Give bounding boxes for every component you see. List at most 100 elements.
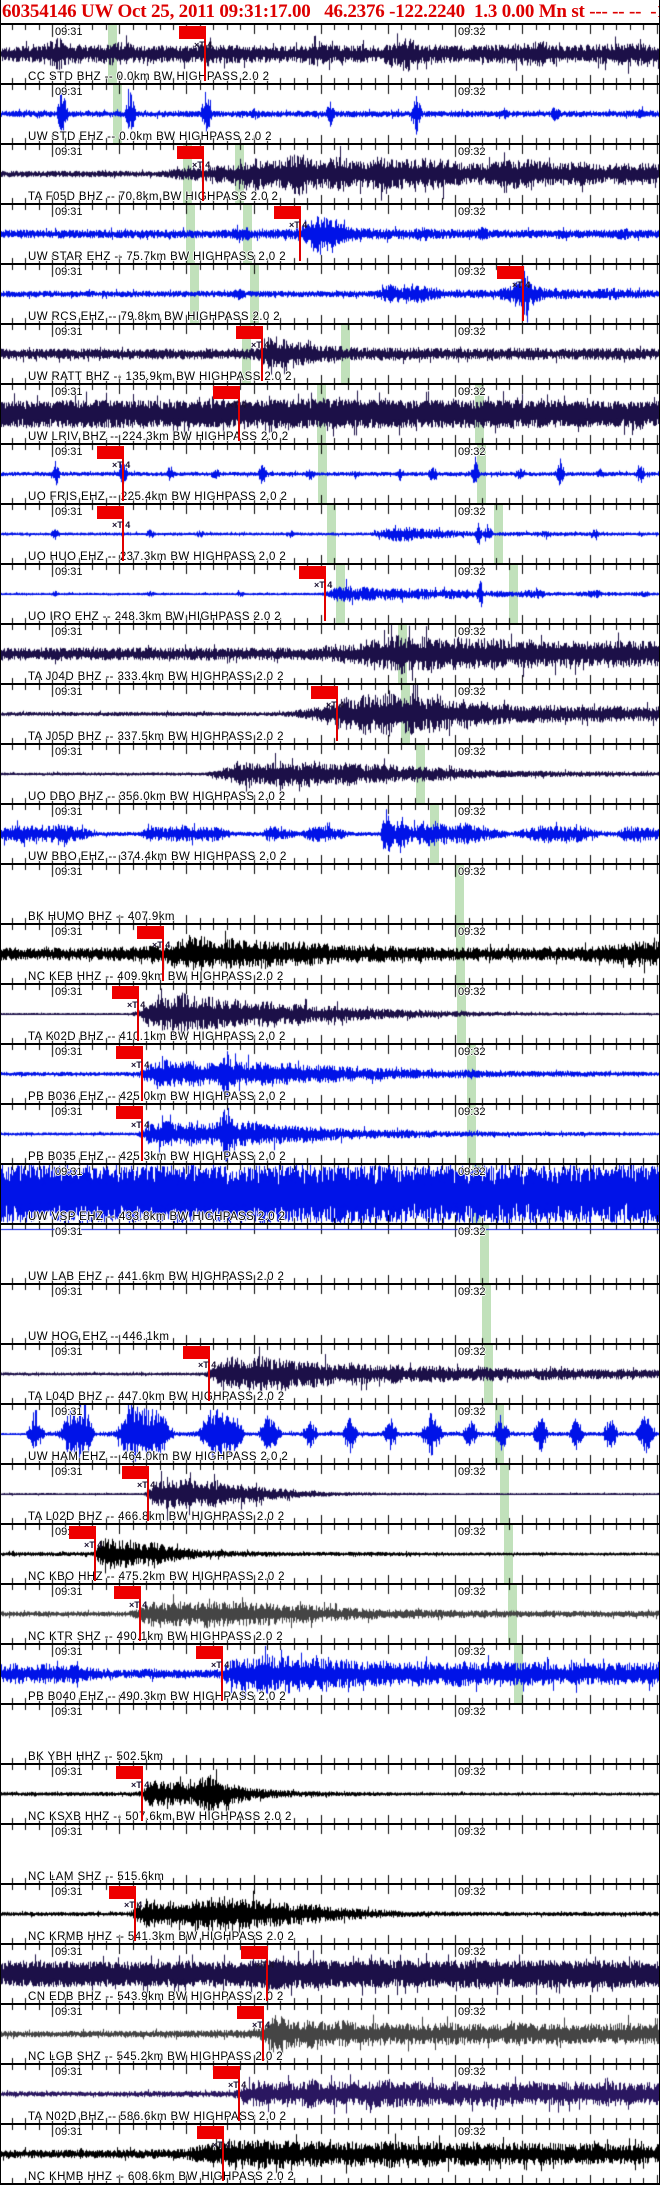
pick-line xyxy=(324,566,326,621)
waveform-canvas[interactable] xyxy=(0,985,660,1043)
waveform-canvas[interactable] xyxy=(0,1585,660,1643)
waveform-canvas[interactable] xyxy=(0,1705,660,1763)
time-label-start: 09:31 xyxy=(55,146,83,158)
pick-flag[interactable]: ×T 4 xyxy=(122,1466,155,1490)
waveform-canvas[interactable] xyxy=(0,85,660,143)
pick-flag[interactable]: ×T 4 xyxy=(116,1106,149,1130)
waveform-canvas[interactable] xyxy=(0,1285,660,1343)
station-label: BK YBH HHZ -- 502.5km xyxy=(28,1751,164,1763)
time-label-start: 09:31 xyxy=(55,2066,83,2078)
time-label-end: 09:32 xyxy=(458,626,486,638)
pick-flag-label: ×T 4 xyxy=(131,1120,150,1130)
waveform-canvas[interactable] xyxy=(0,1165,660,1223)
pick-flag[interactable]: ×T 4 xyxy=(241,1946,274,1970)
pick-flag[interactable]: ×T 4 xyxy=(237,2006,270,2030)
pick-flag[interactable]: ×T 4 xyxy=(213,386,246,410)
waveform-canvas[interactable] xyxy=(0,1945,660,2003)
waveform-canvas[interactable] xyxy=(0,1525,660,1583)
pick-flag[interactable]: ×T 4 xyxy=(311,686,344,710)
pick-flag[interactable]: ×T 4 xyxy=(116,1766,149,1790)
waveform-canvas[interactable] xyxy=(0,205,660,263)
trace-row: 09:31 09:32 NC KTR SHZ -- 490.1km BW HIG… xyxy=(0,1585,660,1645)
event-header: 60354146 UW Oct 25, 2011 09:31:17.00 46.… xyxy=(0,0,660,25)
waveform-canvas[interactable] xyxy=(0,265,660,323)
station-label: UO DBO BHZ -- 356.0km BW HIGHPASS 2.0 2 xyxy=(28,791,286,803)
waveform-canvas[interactable] xyxy=(0,1825,660,1883)
trace-row: 09:31 09:32 TA F05D BHZ -- 70.8km BW HIG… xyxy=(0,145,660,205)
waveform-canvas[interactable] xyxy=(0,1465,660,1523)
pick-line xyxy=(208,1346,210,1401)
pick-line xyxy=(299,206,301,261)
trace-row: 09:31 09:32 UO DBO BHZ -- 356.0km BW HIG… xyxy=(0,745,660,805)
waveform-canvas[interactable] xyxy=(0,145,660,203)
trace-row: 09:31 09:32 BK YBH HHZ -- 502.5km xyxy=(0,1705,660,1765)
time-label-start: 09:31 xyxy=(55,1226,83,1238)
waveform-canvas[interactable] xyxy=(0,925,660,983)
time-label-end: 09:32 xyxy=(458,386,486,398)
time-label-start: 09:31 xyxy=(55,1826,83,1838)
trace-row: 09:31 09:32 TA J05D BHZ -- 337.5km BW HI… xyxy=(0,685,660,745)
time-label-end: 09:32 xyxy=(458,1226,486,1238)
time-label-start: 09:31 xyxy=(55,26,83,38)
pick-flag[interactable]: ×T 4 xyxy=(274,206,307,230)
waveform-canvas[interactable] xyxy=(0,865,660,923)
time-label-end: 09:32 xyxy=(458,506,486,518)
station-label: PB B036 EHZ -- 425.0km BW HIGHPASS 2.0 2 xyxy=(28,1091,287,1103)
station-label: NC LAM SHZ -- 515.6km xyxy=(28,1871,165,1883)
trace-stack: 09:31 09:32 CC STD BHZ -- 0.0km BW HIGHP… xyxy=(0,25,660,2185)
waveform-canvas[interactable] xyxy=(0,2005,660,2063)
pick-flag[interactable]: ×T 4 xyxy=(137,926,170,950)
time-label-start: 09:31 xyxy=(55,86,83,98)
pick-flag-label: ×T 4 xyxy=(228,2080,247,2090)
pick-flag[interactable]: ×T 4 xyxy=(97,446,130,470)
pick-flag[interactable]: ×T 4 xyxy=(109,1886,142,1910)
waveform-canvas[interactable] xyxy=(0,1045,660,1103)
pick-flag[interactable]: ×T 4 xyxy=(213,2066,246,2090)
trace-row: 09:31 09:32 UW BBO EHZ -- 374.4km BW HIG… xyxy=(0,805,660,865)
pick-flag[interactable]: ×T 4 xyxy=(114,1586,147,1610)
time-label-end: 09:32 xyxy=(458,86,486,98)
pick-flag-label: ×T 4 xyxy=(194,40,213,50)
pick-flag[interactable]: ×T 4 xyxy=(236,326,269,350)
waveform-canvas[interactable] xyxy=(0,1105,660,1163)
pick-line xyxy=(261,326,263,381)
waveform-canvas[interactable] xyxy=(0,1405,660,1463)
waveform-canvas[interactable] xyxy=(0,385,660,443)
trace-row: 09:31 09:32 CN EDB BHZ -- 543.9km BW HIG… xyxy=(0,1945,660,2005)
waveform-canvas[interactable] xyxy=(0,1225,660,1283)
waveform-canvas[interactable] xyxy=(0,25,660,83)
pick-flag[interactable]: ×T 4 xyxy=(197,2126,230,2150)
station-label: UW LRIV BHZ -- 224.3km BW HIGHPASS 2.0 2 xyxy=(28,431,289,443)
station-label: UO IRO EHZ -- 248.3km BW HIGHPASS 2.0 2 xyxy=(28,611,282,623)
pick-flag[interactable]: ×T 4 xyxy=(299,566,332,590)
trace-row: 09:31 09:32 TA L02D BHZ -- 466.8km BW HI… xyxy=(0,1465,660,1525)
pick-flag[interactable]: ×T 4 xyxy=(112,986,145,1010)
trace-row: 09:31 09:32 UO IRO EHZ -- 248.3km BW HIG… xyxy=(0,565,660,625)
waveform-canvas[interactable] xyxy=(0,325,660,383)
time-label-start: 09:31 xyxy=(55,1046,83,1058)
waveform-canvas[interactable] xyxy=(0,1345,660,1403)
pick-flag[interactable]: ×T 4 xyxy=(177,146,210,170)
waveform-canvas[interactable] xyxy=(0,565,660,623)
waveform-canvas[interactable] xyxy=(0,1645,660,1703)
waveform-canvas[interactable] xyxy=(0,2065,660,2123)
waveform-canvas[interactable] xyxy=(0,745,660,803)
station-label: TA L04D BHZ -- 447.0km BW HIGHPASS 2.0 2 xyxy=(28,1391,285,1403)
trace-row: 09:31 09:32 NC LAM SHZ -- 515.6km xyxy=(0,1825,660,1885)
pick-flag[interactable]: ×T 4 xyxy=(183,1346,216,1370)
pick-flag[interactable]: ×T 4 xyxy=(179,26,212,50)
trace-row: 09:31 09:32 CC STD BHZ -- 0.0km BW HIGHP… xyxy=(0,25,660,85)
waveform-canvas[interactable] xyxy=(0,625,660,683)
waveform-canvas[interactable] xyxy=(0,2125,660,2183)
pick-flag[interactable]: ×T 4 xyxy=(196,1646,229,1670)
time-label-start: 09:31 xyxy=(55,1586,83,1598)
trace-row: 09:31 09:32 NC LGB SHZ -- 545.2km BW HIG… xyxy=(0,2005,660,2065)
waveform-canvas[interactable] xyxy=(0,805,660,863)
pick-flag[interactable]: ×T 4 xyxy=(497,266,530,290)
trace-row: 09:31 09:32 NC KHMB HHZ -- 608.6km BW HI… xyxy=(0,2125,660,2185)
pick-flag[interactable]: ×T 4 xyxy=(116,1046,149,1070)
pick-flag[interactable]: ×T 4 xyxy=(97,506,130,530)
pick-line xyxy=(336,686,338,741)
waveform-canvas[interactable] xyxy=(0,1765,660,1823)
pick-flag[interactable]: ×T 4 xyxy=(69,1526,102,1550)
